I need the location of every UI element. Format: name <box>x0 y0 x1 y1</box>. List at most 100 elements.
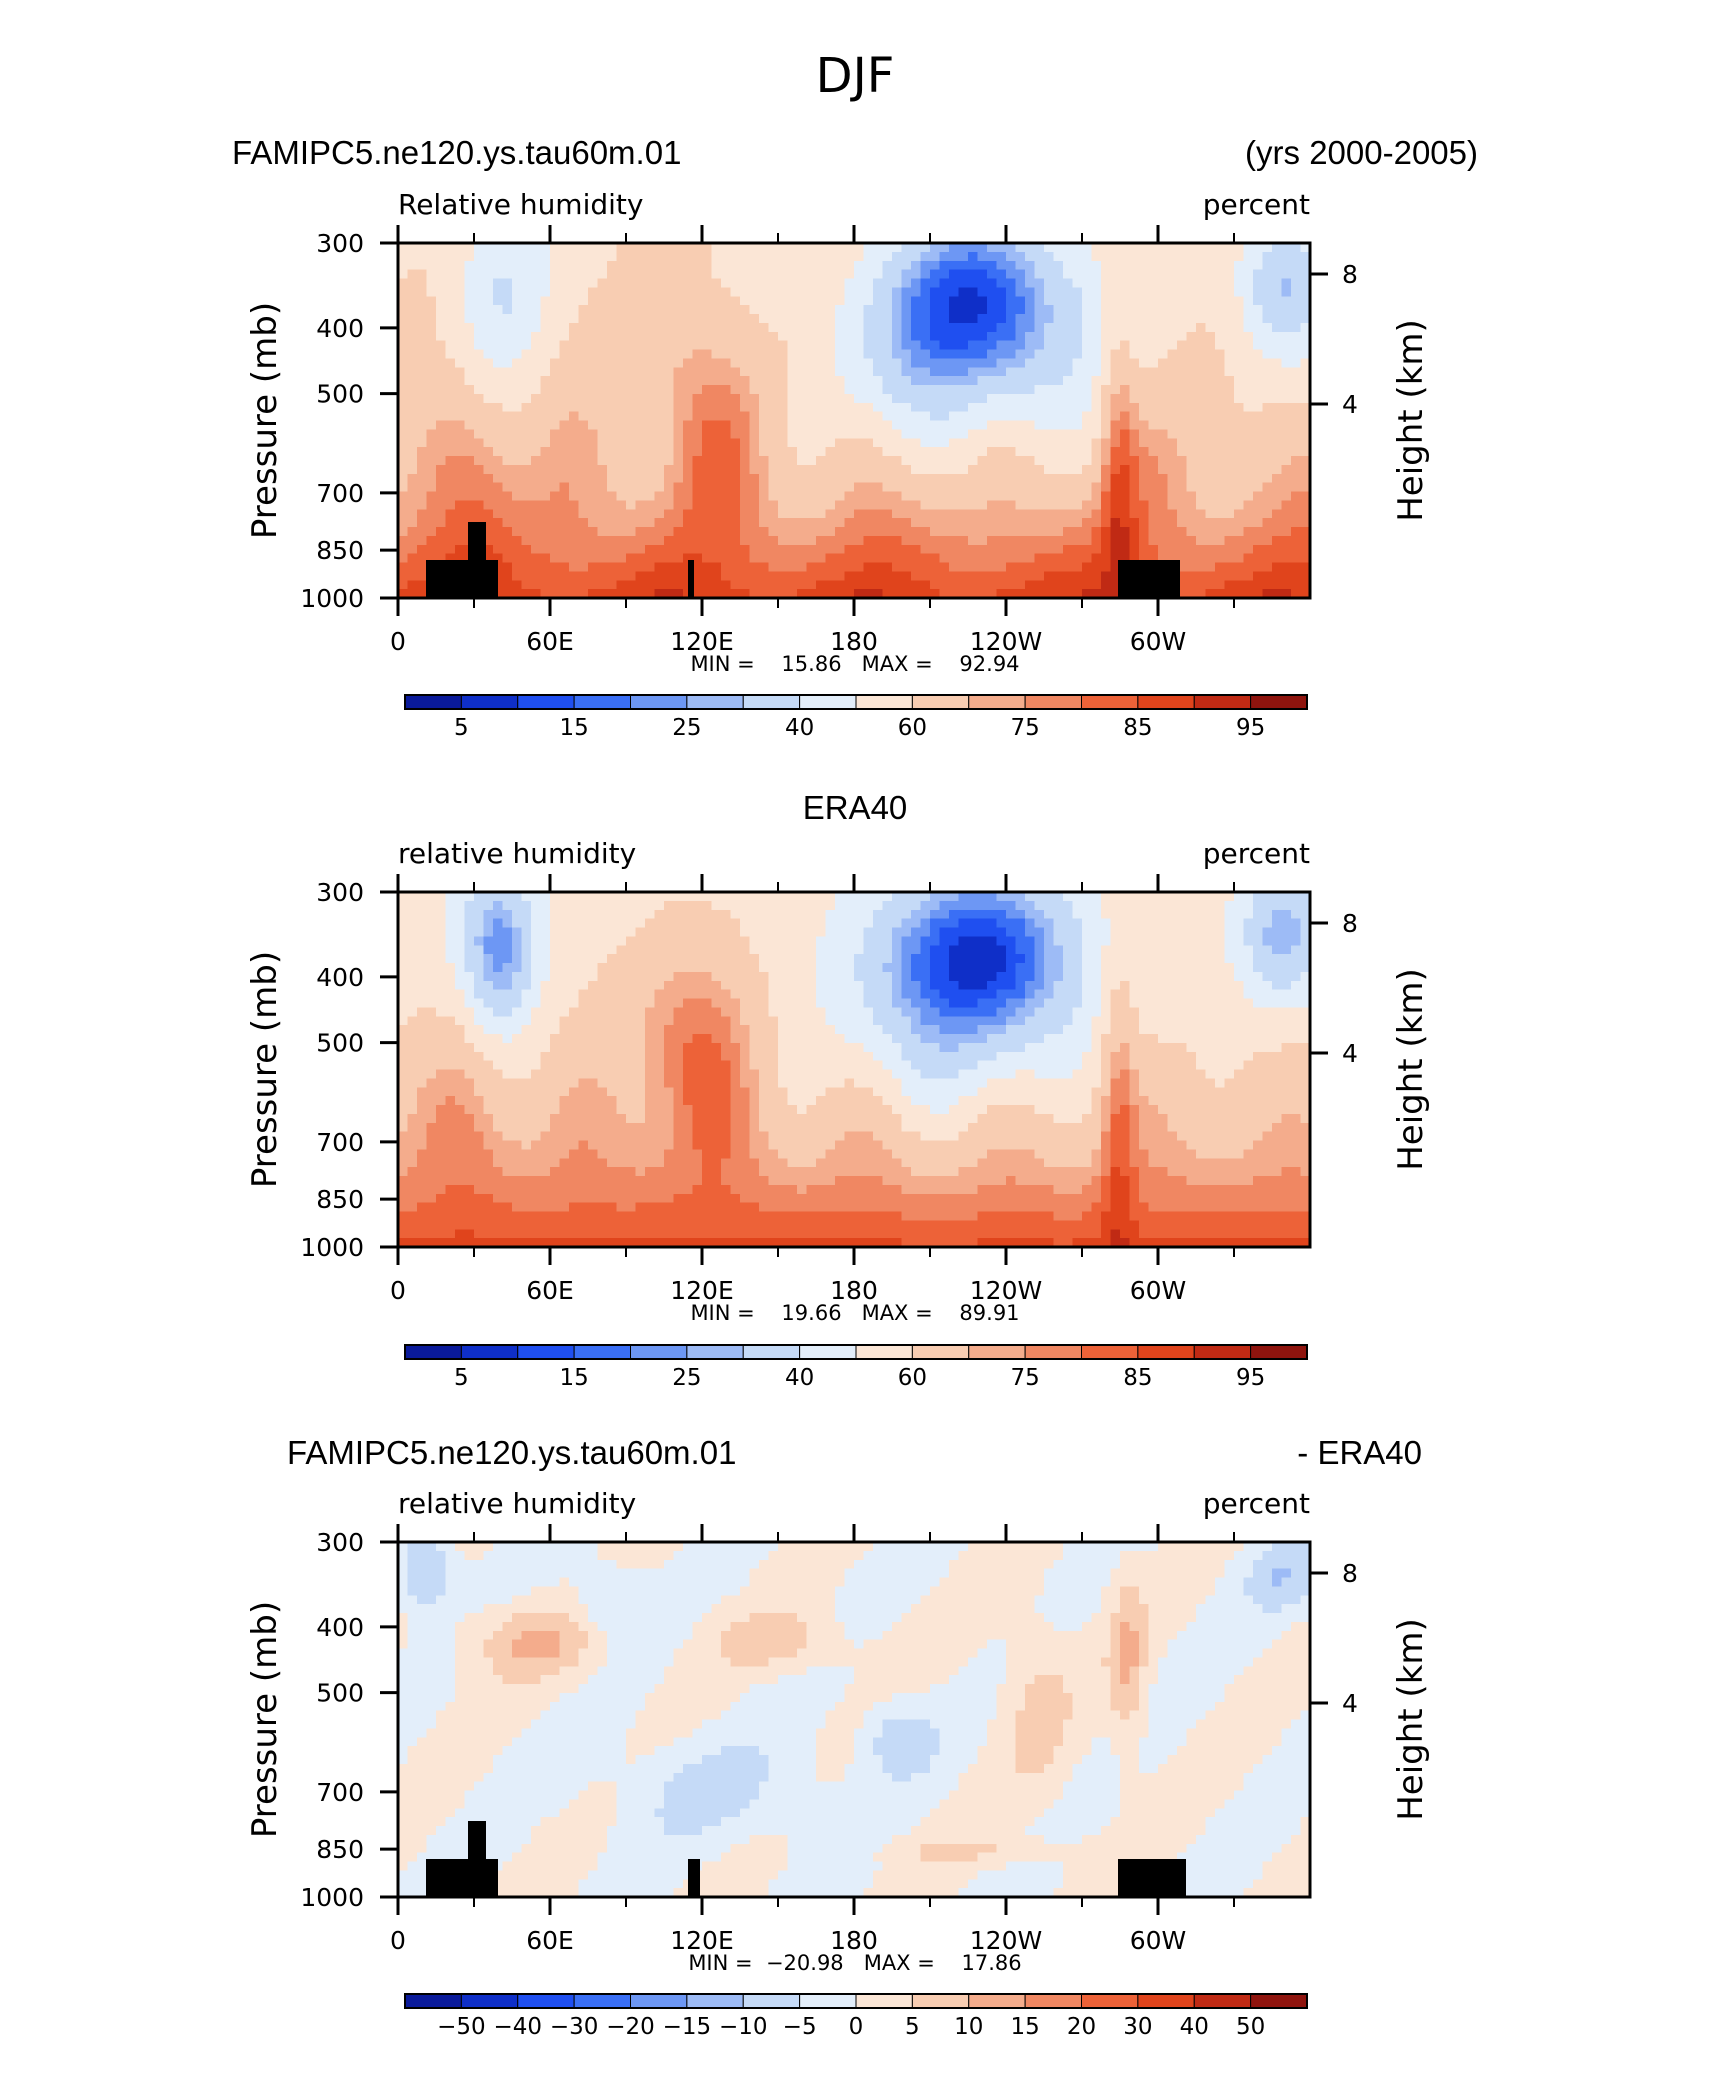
field-cell <box>835 340 846 351</box>
field-cell <box>474 269 485 280</box>
field-cell <box>1044 580 1055 590</box>
field-cell <box>521 464 532 475</box>
field-cell <box>1101 358 1112 368</box>
field-cell <box>892 305 903 315</box>
field-cell <box>939 963 950 973</box>
field-cell <box>1053 243 1064 253</box>
field-cell <box>1177 892 1188 902</box>
field-cell <box>1186 509 1197 519</box>
field-cell <box>464 251 475 262</box>
field-cell <box>987 482 998 493</box>
field-cell <box>873 535 884 546</box>
field-cell <box>1110 243 1121 253</box>
field-cell <box>407 322 418 333</box>
field-cell <box>854 535 865 546</box>
field-cell <box>702 562 713 572</box>
field-cell <box>1196 287 1207 297</box>
field-cell <box>1272 473 1283 484</box>
field-cell <box>588 580 599 590</box>
field-cell <box>1110 340 1121 351</box>
colorbar-swatch <box>460 694 519 710</box>
field-cell <box>825 918 836 929</box>
field-cell <box>863 892 874 902</box>
field-cell <box>949 562 960 572</box>
field-cell <box>1281 571 1292 581</box>
field-cell <box>1025 900 1036 911</box>
field-cell <box>968 945 979 955</box>
field-cell <box>1110 420 1121 430</box>
field-cell <box>1272 447 1283 457</box>
field-cell <box>664 456 675 466</box>
field-cell <box>540 892 551 902</box>
field-cell <box>1167 518 1178 528</box>
field-cell <box>407 491 418 501</box>
field-cell <box>692 927 703 937</box>
field-cell <box>825 296 836 306</box>
field-cell <box>835 322 846 333</box>
field-cell <box>635 900 646 911</box>
field-cell <box>749 509 760 519</box>
field-cell <box>483 909 494 920</box>
field-cell <box>474 482 485 493</box>
field-cell <box>445 980 456 991</box>
field-cell <box>1243 918 1254 929</box>
field-cell <box>1034 402 1045 413</box>
field-cell <box>1158 367 1169 377</box>
field-cell <box>455 491 466 501</box>
field-cell <box>1300 927 1311 937</box>
field-cell <box>1234 420 1245 430</box>
field-cell <box>1205 509 1216 519</box>
field-cell <box>702 900 713 911</box>
field-cell <box>588 571 599 581</box>
field-cell <box>816 340 827 351</box>
field-cell <box>1006 243 1017 253</box>
field-cell <box>920 936 931 946</box>
field-cell <box>1158 429 1169 439</box>
field-cell <box>949 349 960 359</box>
field-cell <box>920 927 931 937</box>
field-cell <box>711 945 722 955</box>
field-cell <box>1291 287 1302 297</box>
field-cell <box>578 509 589 519</box>
field-cell <box>702 553 713 564</box>
field-cell <box>616 456 627 466</box>
field-cell <box>607 936 618 946</box>
field-cell <box>1053 411 1064 422</box>
field-cell <box>493 456 504 466</box>
field-cell <box>540 900 551 911</box>
field-cell <box>417 429 428 439</box>
field-cell <box>512 918 523 929</box>
field-cell <box>540 473 551 484</box>
field-cell <box>426 945 437 955</box>
field-cell <box>1129 429 1140 439</box>
field-cell <box>464 376 475 386</box>
field-cell <box>607 954 618 964</box>
field-cell <box>1215 447 1226 457</box>
field-cell <box>1044 251 1055 262</box>
field-cell <box>1167 376 1178 386</box>
field-cell <box>512 260 523 271</box>
field-cell <box>1253 500 1264 510</box>
field-cell <box>540 571 551 581</box>
field-cell <box>607 260 618 271</box>
field-cell <box>578 909 589 920</box>
field-cell <box>1120 376 1131 386</box>
field-cell <box>1186 314 1197 324</box>
field-cell <box>692 314 703 324</box>
field-cell <box>1110 562 1121 572</box>
field-cell <box>578 243 589 253</box>
field-cell <box>531 562 542 572</box>
field-cell <box>1072 544 1083 555</box>
field-cell <box>1025 269 1036 280</box>
field-cell <box>968 358 979 368</box>
field-cell <box>996 314 1007 324</box>
field-cell <box>825 535 836 546</box>
field-cell <box>692 954 703 964</box>
field-cell <box>1196 393 1207 404</box>
field-cell <box>901 527 912 537</box>
field-cell <box>1034 571 1045 581</box>
field-cell <box>930 500 941 510</box>
field-cell <box>1205 544 1216 555</box>
field-cell <box>683 553 694 564</box>
field-cell <box>1072 971 1083 982</box>
